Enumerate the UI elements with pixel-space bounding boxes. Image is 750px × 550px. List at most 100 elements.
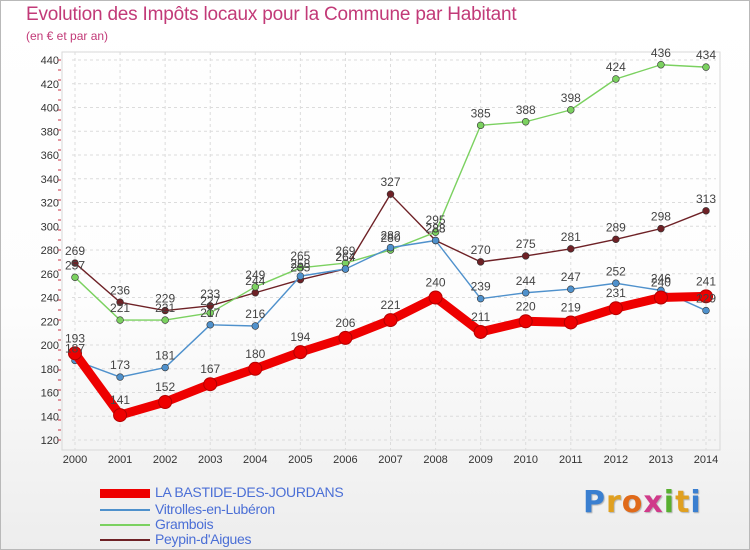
data-label: 227 (200, 294, 220, 308)
data-label: 244 (516, 274, 536, 288)
y-tick-label: 300 (41, 221, 59, 233)
data-point (386, 243, 395, 252)
data-point (341, 265, 350, 273)
legend-label: LA BASTIDE-DES-JOURDANS (155, 484, 344, 500)
y-tick-label: 280 (41, 245, 59, 257)
data-label: 152 (155, 380, 175, 394)
data-point (567, 285, 575, 293)
data-label: 247 (561, 270, 581, 284)
data-label: 298 (651, 210, 671, 224)
legend-label: Vitrolles-en-Lubéron (155, 501, 275, 517)
x-tick-label: 2004 (243, 454, 267, 466)
logo-letter: i (690, 485, 702, 520)
data-point (522, 289, 530, 297)
data-point (71, 259, 79, 267)
y-tick-label: 140 (41, 411, 59, 423)
y-tick-label: 180 (41, 364, 59, 376)
y-tick-label: 120 (41, 435, 59, 447)
data-point (338, 330, 353, 345)
data-label: 221 (110, 301, 130, 315)
data-label: 236 (110, 283, 130, 297)
data-label: 255 (290, 261, 310, 275)
data-label: 249 (245, 268, 265, 282)
data-point (702, 207, 710, 215)
y-tick-label: 240 (41, 293, 59, 305)
y-tick-label: 360 (41, 150, 59, 162)
data-point (612, 75, 620, 83)
data-point (476, 121, 485, 130)
data-label: 240 (651, 276, 671, 290)
data-label: 246 (651, 271, 671, 285)
data-point (431, 228, 440, 236)
data-label: 252 (606, 264, 626, 278)
data-point (68, 346, 82, 361)
x-tick-label: 2011 (559, 454, 583, 466)
data-point (702, 306, 710, 315)
data-point (608, 301, 623, 316)
legend-label: Peypin-d'Aigues (155, 531, 252, 547)
data-label: 167 (200, 362, 220, 376)
data-label: 257 (65, 258, 85, 272)
data-point (563, 315, 578, 330)
y-tick-label: 220 (41, 316, 59, 328)
data-label: 288 (426, 222, 446, 236)
legend-swatch-la-bastide (100, 489, 150, 498)
data-label: 220 (516, 299, 536, 313)
y-tick-label: 420 (41, 79, 59, 91)
data-label: 181 (155, 349, 175, 363)
data-label: 270 (471, 243, 491, 257)
x-tick-label: 2010 (513, 454, 537, 466)
data-point (293, 345, 308, 360)
data-label: 398 (561, 91, 581, 105)
data-label: 281 (561, 230, 581, 244)
data-label: 275 (516, 237, 536, 251)
data-label: 295 (426, 213, 446, 227)
legend-swatch-vitrolles (100, 509, 150, 511)
chart-title: Evolution des Impôts locaux pour la Comm… (26, 4, 517, 25)
logo-letter: i (663, 485, 676, 520)
data-label: 229 (155, 292, 175, 306)
data-label: 288 (426, 222, 446, 236)
data-label: 269 (335, 244, 355, 258)
y-tick-label: 260 (41, 269, 59, 281)
logo-letter: r (606, 485, 622, 520)
data-label: 289 (606, 220, 626, 234)
data-label: 221 (380, 298, 400, 312)
x-tick-label: 2000 (63, 454, 87, 466)
data-label: 193 (65, 331, 85, 345)
data-label: 388 (516, 103, 536, 117)
logo-letter: o (621, 485, 644, 520)
data-point (203, 377, 218, 392)
data-label: 217 (200, 306, 220, 320)
data-point (476, 294, 485, 303)
data-label: 258 (290, 257, 310, 271)
data-point (657, 61, 665, 69)
data-point (612, 235, 620, 244)
x-tick-label: 2013 (649, 454, 673, 466)
data-label: 313 (696, 192, 716, 206)
data-point (206, 321, 214, 329)
data-label: 385 (471, 106, 491, 120)
data-point (71, 273, 79, 282)
x-tick-label: 2007 (378, 454, 402, 466)
data-point (206, 309, 214, 317)
legend-swatch-peypin (100, 539, 150, 541)
data-point (653, 290, 668, 305)
data-point (248, 361, 263, 376)
data-label: 229 (696, 292, 716, 306)
x-tick-label: 2014 (694, 454, 718, 466)
data-label: 269 (65, 244, 85, 258)
data-label: 434 (696, 48, 716, 62)
data-point (518, 314, 533, 329)
legend-label: Grambois (155, 516, 214, 532)
y-tick-label: 440 (41, 55, 59, 67)
data-point (699, 289, 713, 304)
y-tick-label: 200 (41, 340, 59, 352)
data-point (702, 63, 710, 71)
data-point (386, 190, 395, 198)
data-label: 424 (606, 60, 626, 74)
data-point (116, 373, 124, 381)
y-tick-label: 320 (41, 198, 59, 210)
